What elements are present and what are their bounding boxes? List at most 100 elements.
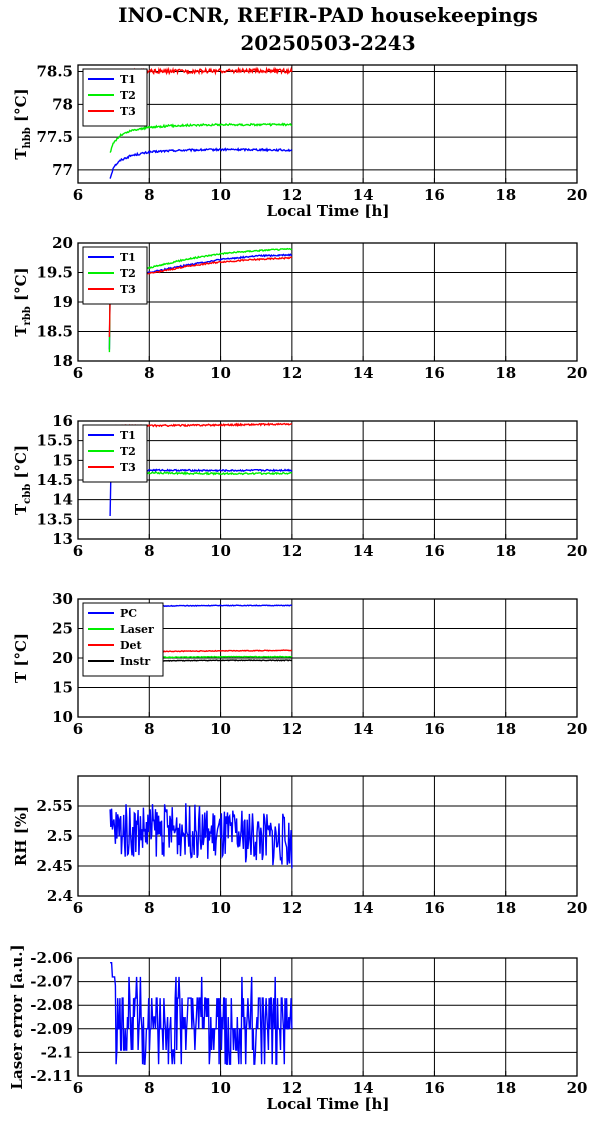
- y-tick-label: 18: [52, 352, 73, 370]
- y-tick-label: 14.5: [36, 471, 73, 489]
- y-tick-label: 15.5: [36, 432, 73, 450]
- x-tick-label: 20: [567, 720, 588, 738]
- y-axis-label: RH [%]: [12, 806, 30, 866]
- x-tick-label: 18: [495, 186, 516, 204]
- x-tick-label: 6: [73, 542, 83, 560]
- x-tick-label: 18: [495, 899, 516, 917]
- y-tick-label: 13: [52, 530, 73, 548]
- legend-label: T1: [120, 73, 136, 86]
- y-tick-label: 10: [52, 708, 73, 726]
- x-tick-label: 18: [495, 542, 516, 560]
- legend-label: T3: [120, 105, 136, 118]
- y-tick-label: 15: [52, 451, 73, 469]
- y-tick-label: 15: [52, 679, 73, 697]
- legend: T1 T2 T3: [82, 246, 148, 305]
- x-tick-label: 16: [424, 186, 445, 204]
- x-tick-label: 8: [144, 1079, 154, 1097]
- legend: PC Laser Det Instr: [82, 602, 164, 677]
- chart-title-line1: INO-CNR, REFIR-PAD housekeepings: [118, 3, 538, 27]
- x-tick-label: 18: [495, 364, 516, 382]
- legend: T1 T2 T3: [82, 424, 148, 483]
- series-line-data: [110, 962, 293, 1065]
- y-tick-label: -2.1: [41, 1043, 73, 1061]
- x-tick-label: 14: [353, 364, 374, 382]
- x-tick-label: 16: [424, 1079, 445, 1097]
- chart-panel-4: 6 8 10 12 14 16 18 20 10 15 20 25 30 T [°C] PC Laser Det…: [12, 590, 587, 738]
- legend-label: Laser: [120, 623, 154, 636]
- legend-box: [82, 68, 148, 127]
- x-tick-label: 12: [281, 720, 302, 738]
- legend-box: [82, 424, 148, 483]
- x-tick-label: 10: [210, 364, 231, 382]
- legend-box: [82, 602, 164, 677]
- x-tick-label: 18: [495, 720, 516, 738]
- x-tick-label: 14: [353, 542, 374, 560]
- x-tick-label: 6: [73, 899, 83, 917]
- x-tick-label: 8: [144, 364, 154, 382]
- y-tick-label: -2.11: [30, 1067, 73, 1085]
- chart-panel-6: 6 8 10 12 14 16 18 20 -2.11 -2.1 -2.09 -2.08 -2.07 -2…: [8, 944, 587, 1113]
- y-tick-label: 13.5: [36, 510, 73, 528]
- plot-frame: [77, 775, 578, 897]
- y-tick-label: 2.4: [47, 887, 73, 905]
- x-tick-label: 10: [210, 542, 231, 560]
- y-tick-label: 78.5: [36, 63, 73, 81]
- legend: T1 T2 T3: [82, 68, 148, 127]
- legend-label: PC: [120, 607, 137, 620]
- legend-box: [82, 246, 148, 305]
- x-tick-label: 14: [353, 186, 374, 204]
- x-tick-label: 16: [424, 720, 445, 738]
- x-tick-label: 14: [353, 1079, 374, 1097]
- legend-label: T2: [120, 89, 136, 102]
- chart-title-line2: 20250503-2243: [240, 31, 415, 55]
- x-tick-label: 8: [144, 186, 154, 204]
- y-tick-label: -2.08: [30, 996, 73, 1014]
- chart-panel-5: 6 8 10 12 14 16 18 20 2.4 2.45 2.5 2.55 RH [%]: [12, 775, 587, 917]
- series-line-t2: [109, 122, 293, 153]
- x-tick-label: 10: [210, 720, 231, 738]
- y-axis-label: Thbb [°C]: [12, 88, 33, 159]
- x-tick-label: 16: [424, 542, 445, 560]
- y-tick-label: -2.09: [30, 1020, 73, 1038]
- plot-frame: [77, 420, 578, 540]
- x-tick-label: 20: [567, 186, 588, 204]
- x-tick-label: 6: [73, 364, 83, 382]
- y-tick-label: 2.45: [36, 857, 73, 875]
- x-tick-label: 6: [73, 720, 83, 738]
- x-axis-label: Local Time [h]: [267, 1095, 390, 1113]
- y-tick-label: 77.5: [36, 128, 73, 146]
- x-tick-label: 10: [210, 1079, 231, 1097]
- y-tick-label: 20: [52, 234, 73, 252]
- y-tick-label: 19.5: [36, 264, 73, 282]
- x-tick-label: 12: [281, 186, 302, 204]
- plot-frame: [77, 957, 578, 1077]
- legend-label: Det: [120, 639, 143, 652]
- legend-label: T1: [120, 251, 136, 264]
- y-axis-label: Trbb [°C]: [12, 267, 33, 336]
- y-tick-label: 2.5: [47, 827, 73, 845]
- y-tick-label: 25: [52, 620, 73, 638]
- legend-label: T3: [120, 461, 136, 474]
- y-tick-label: 19: [52, 293, 73, 311]
- legend-label: T1: [120, 429, 136, 442]
- y-tick-label: 30: [52, 590, 73, 608]
- y-tick-label: 78: [52, 95, 73, 113]
- x-tick-label: 12: [281, 1079, 302, 1097]
- legend-label: T2: [120, 267, 136, 280]
- legend-label: Instr: [120, 655, 150, 668]
- x-tick-label: 14: [353, 720, 374, 738]
- y-tick-label: 20: [52, 649, 73, 667]
- y-tick-label: -2.07: [30, 973, 73, 991]
- plot-frame: [77, 598, 578, 718]
- y-tick-label: 14: [52, 491, 73, 509]
- x-tick-label: 12: [281, 542, 302, 560]
- y-tick-label: 77: [52, 161, 73, 179]
- y-tick-label: -2.06: [30, 949, 73, 967]
- x-tick-label: 10: [210, 899, 231, 917]
- x-tick-label: 6: [73, 186, 83, 204]
- legend-label: T2: [120, 445, 136, 458]
